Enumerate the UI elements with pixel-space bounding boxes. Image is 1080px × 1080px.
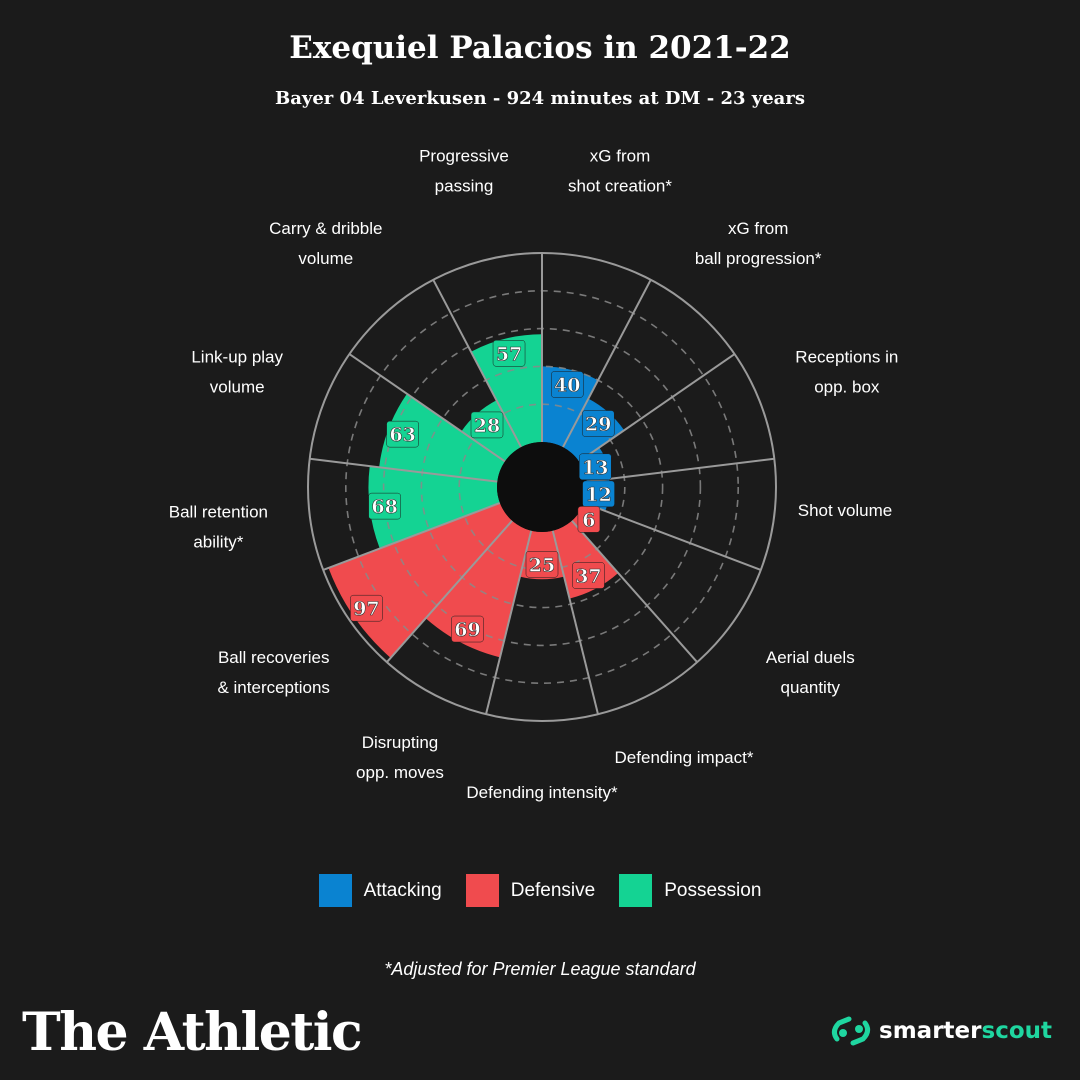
category-label-10-line-0: Link-up play xyxy=(191,347,283,366)
category-label-8-line-1: & interceptions xyxy=(217,678,329,697)
category-label-0-line-1: shot creation* xyxy=(568,176,672,195)
value-label-12: 57 xyxy=(496,343,522,365)
spoke-12 xyxy=(432,279,522,448)
gridline-40 xyxy=(420,365,664,609)
value-badge-5 xyxy=(572,562,605,589)
value-label-2: 13 xyxy=(582,457,608,479)
legend-swatch-possession xyxy=(619,874,653,907)
legend-label-defensive: Defensive xyxy=(510,879,596,901)
spoke-6 xyxy=(551,530,599,715)
value-label-5: 37 xyxy=(575,565,601,587)
gridlines xyxy=(307,252,777,722)
category-label-3-line-0: Shot volume xyxy=(798,501,893,520)
bar-10 xyxy=(379,393,505,482)
footnote: *Adjusted for Premier League standard xyxy=(384,959,696,979)
smarterscout-text-scout: scout xyxy=(981,1018,1053,1044)
value-badge-10 xyxy=(386,420,419,448)
value-label-0: 40 xyxy=(554,374,580,396)
category-label-12-line-1: passing xyxy=(435,176,494,195)
smarterscout-text-smarter: smarter xyxy=(879,1018,982,1044)
category-label-9-line-0: Ball retention xyxy=(169,502,268,521)
center-hole xyxy=(497,442,587,532)
spoke-11 xyxy=(348,353,506,463)
category-label-6-line-0: Defending intensity* xyxy=(466,783,618,802)
value-badge-1 xyxy=(581,410,615,437)
value-label-3: 12 xyxy=(585,484,611,506)
spoke-3 xyxy=(586,457,775,483)
category-label-7-line-1: opp. moves xyxy=(356,763,444,782)
spoke-1 xyxy=(562,279,652,448)
smarterscout-logo: smarter scout xyxy=(829,1013,1052,1049)
category-label-9-line-1: ability* xyxy=(193,532,243,551)
chart-title: Exequiel Palacios in 2021-22 xyxy=(289,30,791,66)
chart-subtitle: Bayer 04 Leverkusen - 924 minutes at DM … xyxy=(275,88,805,109)
value-badge-2 xyxy=(579,453,612,481)
category-label-5-line-0: Defending impact* xyxy=(615,748,754,767)
spoke-2 xyxy=(578,353,736,463)
legend-label-possession: Possession xyxy=(664,879,762,901)
category-label-11-line-1: volume xyxy=(298,249,353,268)
the-athletic-logo: The Athletic xyxy=(22,1002,363,1063)
spoke-9 xyxy=(322,502,501,571)
category-label-11-line-0: Carry & dribble xyxy=(269,219,382,238)
gridline-20 xyxy=(458,403,626,571)
value-label-10: 63 xyxy=(389,424,415,446)
value-badge-8 xyxy=(350,594,383,622)
value-badge-6 xyxy=(525,551,559,578)
category-label-2-line-1: opp. box xyxy=(814,377,880,396)
legend-swatch-attacking xyxy=(318,874,352,907)
value-badge-0 xyxy=(551,371,584,398)
category-labels: xG from shot creation* xG from ball progres… xyxy=(169,146,899,802)
spoke-10 xyxy=(309,457,498,483)
legend-item-attacking: Attacking xyxy=(318,874,442,907)
category-label-4-line-1: quantity xyxy=(781,678,841,697)
value-label-8: 97 xyxy=(353,598,379,620)
value-badge-7 xyxy=(451,615,484,643)
value-label-1: 29 xyxy=(585,414,611,436)
legend: Attacking Defensive Possession xyxy=(0,874,1080,907)
category-label-10-line-1: volume xyxy=(210,377,265,396)
category-label-1-line-0: xG from xyxy=(728,219,788,238)
legend-label-attacking: Attacking xyxy=(363,879,442,901)
value-badge-4 xyxy=(577,506,601,533)
spoke-7 xyxy=(485,530,533,715)
value-label-4: 6 xyxy=(582,509,595,531)
legend-item-possession: Possession xyxy=(619,874,761,907)
value-label-7: 69 xyxy=(454,619,480,641)
value-label-9: 68 xyxy=(371,496,397,518)
value-badge-12 xyxy=(492,340,526,367)
category-label-4-line-0: Aerial duels xyxy=(766,648,855,667)
category-label-1-line-1: ball progression* xyxy=(695,249,822,268)
category-label-7-line-0: Disrupting xyxy=(362,733,439,752)
category-label-0-line-0: xG from xyxy=(590,146,650,165)
spoke-4 xyxy=(583,502,762,571)
bar-9 xyxy=(368,466,500,549)
spoke-5 xyxy=(571,520,698,663)
value-label-11: 28 xyxy=(474,415,500,437)
category-label-12-line-0: Progressive xyxy=(419,146,509,165)
value-badge-11 xyxy=(470,411,504,439)
category-label-8-line-0: Ball recoveries xyxy=(218,648,330,667)
category-label-2-line-0: Receptions in xyxy=(795,347,898,366)
smarterscout-icon xyxy=(832,1016,871,1046)
spoke-8 xyxy=(386,520,513,663)
legend-swatch-defensive xyxy=(465,874,499,907)
value-label-6: 25 xyxy=(529,554,555,576)
value-badge-9 xyxy=(368,492,401,520)
legend-item-defensive: Defensive xyxy=(465,874,596,907)
